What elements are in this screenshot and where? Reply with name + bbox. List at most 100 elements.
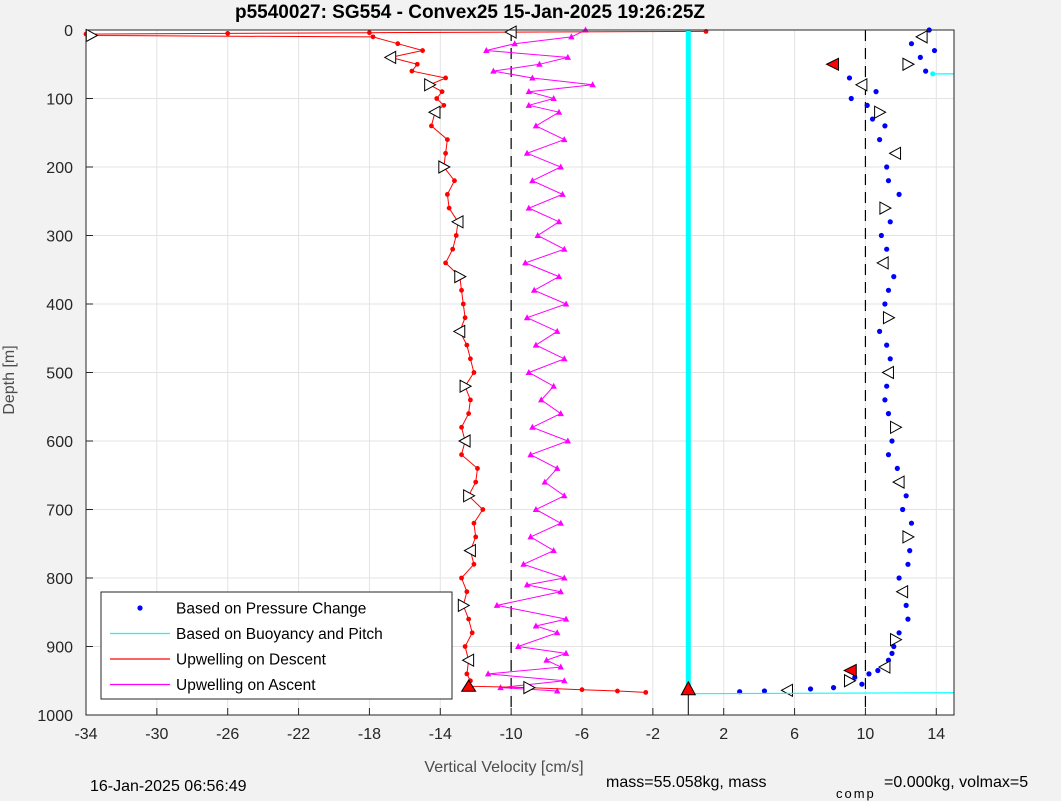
series-point [889,438,895,444]
direction-marker [895,584,909,599]
series-point [459,287,464,293]
series-point [562,300,570,307]
series-point [464,671,470,677]
series-point [453,233,459,238]
series-point [543,656,550,663]
series-0 [737,27,938,698]
series-point [905,561,911,567]
series-point [761,688,768,694]
series-point [370,34,376,40]
direction-marker [876,256,889,270]
direction-marker [882,310,896,325]
series-point [562,615,570,622]
series-point [538,396,545,403]
series-point [429,123,434,129]
series-point [511,40,518,47]
series-point [460,301,466,307]
series-point [878,232,884,239]
series-point [555,218,563,225]
series-point [557,588,564,595]
series-point [908,41,915,47]
series-point [225,31,231,36]
y-tick-label: 100 [46,92,73,109]
series-point [891,274,897,280]
series-point [459,452,464,458]
series-line [688,692,955,695]
series-point [900,506,906,513]
series-point [896,575,902,581]
series-point [894,465,900,471]
series-point [444,137,450,143]
series-point [885,178,892,184]
series-point [484,670,492,677]
series-point [527,451,534,458]
series-point [889,650,895,656]
series-point [475,466,480,471]
y-tick-label: 700 [46,503,73,520]
series-point [534,232,541,238]
direction-marker [427,105,441,120]
y-tick-label: 600 [46,434,73,451]
series-point [434,96,440,101]
x-tick-label: 10 [857,726,875,743]
series-point [869,116,876,122]
y-axis-label: Depth [m] [1,345,18,414]
direction-marker [461,653,475,668]
footer-comp-subscript: comp [836,786,876,801]
series-point [882,123,888,129]
series-point [923,68,929,74]
ticks: -34 -30 -26 -22 -18 -14 -10 -6 -2 2 6 10 14010020030… [37,23,945,743]
direction-marker [879,201,892,215]
series-point [529,177,536,184]
y-tick-label: 500 [46,366,73,383]
y-tick-label: 400 [46,297,73,314]
series-point [561,355,568,362]
direction-marker [457,598,471,613]
series-point [523,581,531,588]
series-point [564,53,572,60]
series-point [561,136,568,143]
series-point [555,108,563,115]
direction-marker [881,365,894,380]
direction-marker [450,214,464,229]
series-point [446,205,452,211]
series-point [561,492,568,499]
series-point [536,60,543,67]
x-axis-label: Vertical Velocity [cm/s] [424,759,583,776]
x-tick-label: -10 [500,726,523,743]
series-point [885,452,892,458]
x-tick-label: 2 [719,726,728,743]
series-point [523,149,531,156]
series-point [903,602,909,609]
series-point [561,677,568,684]
series-point [896,630,902,636]
series-point [414,61,420,67]
series-point [409,68,415,74]
series-point [493,601,501,608]
series-point [466,616,472,622]
series-point [589,81,596,88]
series-point [896,191,902,197]
x-tick-label: -2 [646,726,660,743]
grid [85,29,954,716]
direction-marker [458,434,471,448]
x-tick-label: 14 [927,726,945,743]
series-point [864,102,870,108]
series-point [459,575,464,581]
series-point [557,519,564,526]
series-point [554,687,561,694]
series-point [532,506,540,512]
series-point [884,342,890,348]
series-point [525,369,533,375]
series-point [490,67,497,74]
series-point [554,327,561,334]
x-tick-label: -34 [74,726,97,743]
start-marker [843,663,857,678]
series-point [561,245,568,252]
direction-marker [459,379,473,394]
series-point [459,424,464,430]
direction-marker [438,160,451,174]
legend-label: Upwelling on Descent [176,652,327,669]
series-point [468,397,473,403]
series-point [444,192,450,197]
